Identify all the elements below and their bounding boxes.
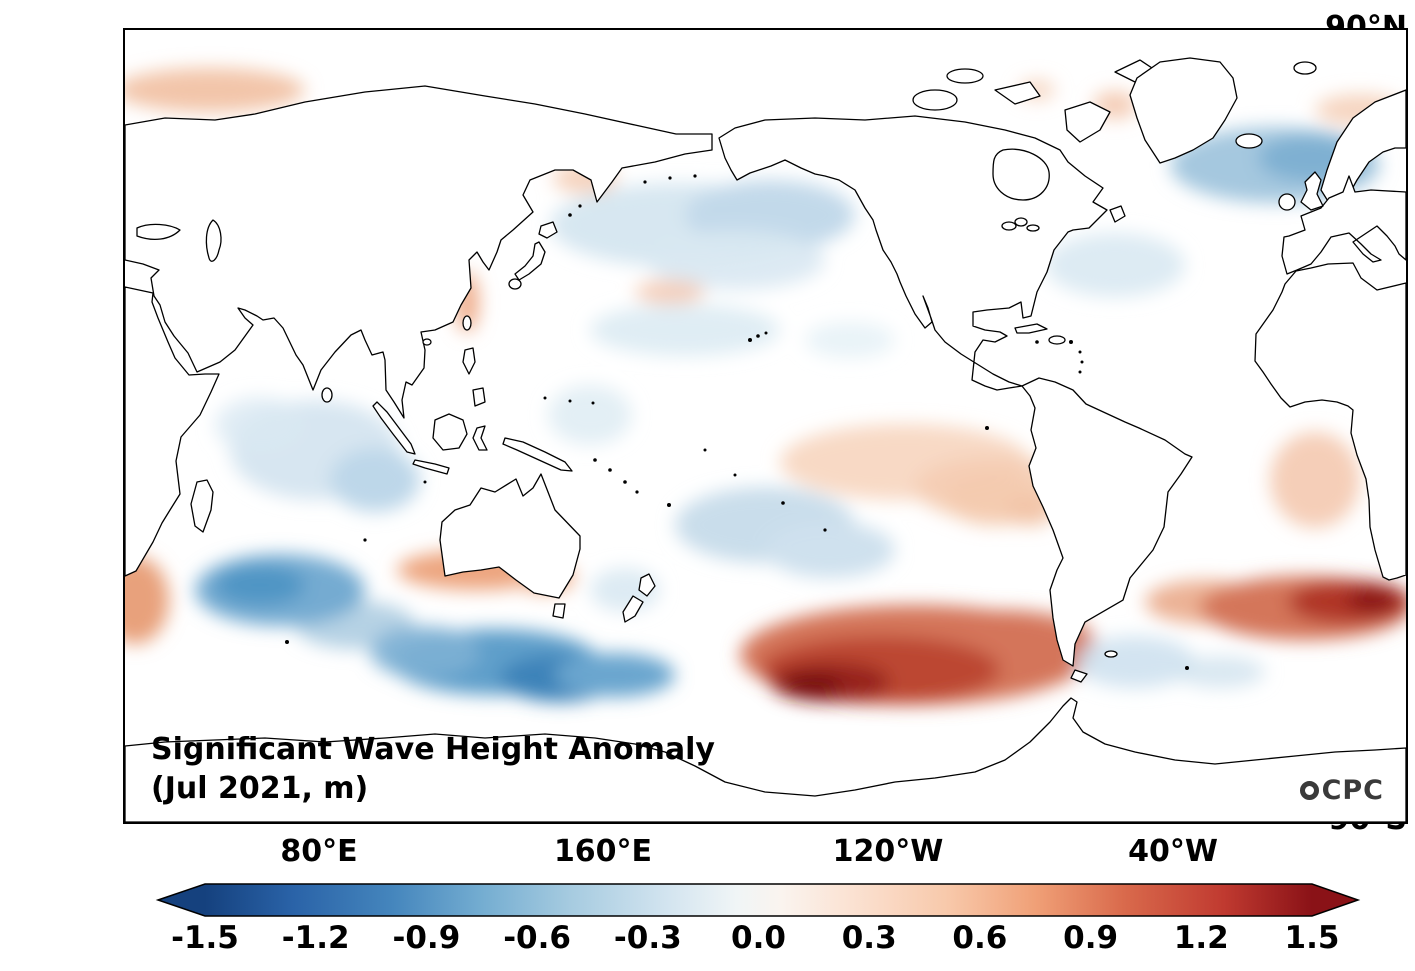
map-panel: Significant Wave Height Anomaly (Jul 202… [123,28,1408,824]
xtick-160e: 160°E [553,834,653,869]
xtick-120w: 120°W [832,834,944,869]
cbtick-neg0-9: -0.9 [392,920,461,956]
map-title-line2: (Jul 2021, m) [151,771,369,806]
cbtick-neg0-3: -0.3 [613,920,682,956]
xtick-80e: 80°E [280,834,358,869]
cpc-logo-icon [1299,781,1319,800]
cbtick-neg1-2: -1.2 [281,920,350,956]
cbtick-0-3: 0.3 [841,920,897,956]
colorbar [150,882,1370,920]
cbtick-1-2: 1.2 [1173,920,1229,956]
anomaly-field [125,68,1406,705]
cpc-logo: CPC [1299,775,1384,806]
colorbar-gradient [155,883,1361,917]
cbtick-1-5: 1.5 [1284,920,1340,956]
world-map [125,57,1406,822]
coastlines [125,57,1406,822]
cbtick-neg0-6: -0.6 [503,920,571,956]
map-title: Significant Wave Height Anomaly (Jul 202… [151,730,715,808]
map-title-line1: Significant Wave Height Anomaly [151,732,715,767]
cbtick-0-0: 0.0 [731,920,786,956]
cbtick-0-6: 0.6 [952,920,1008,956]
cpc-logo-text: CPC [1321,775,1384,806]
xtick-40w: 40°W [1128,834,1218,869]
island-specks [285,174,1189,670]
cbtick-0-9: 0.9 [1063,920,1119,956]
cbtick-neg1-5: -1.5 [171,920,239,956]
